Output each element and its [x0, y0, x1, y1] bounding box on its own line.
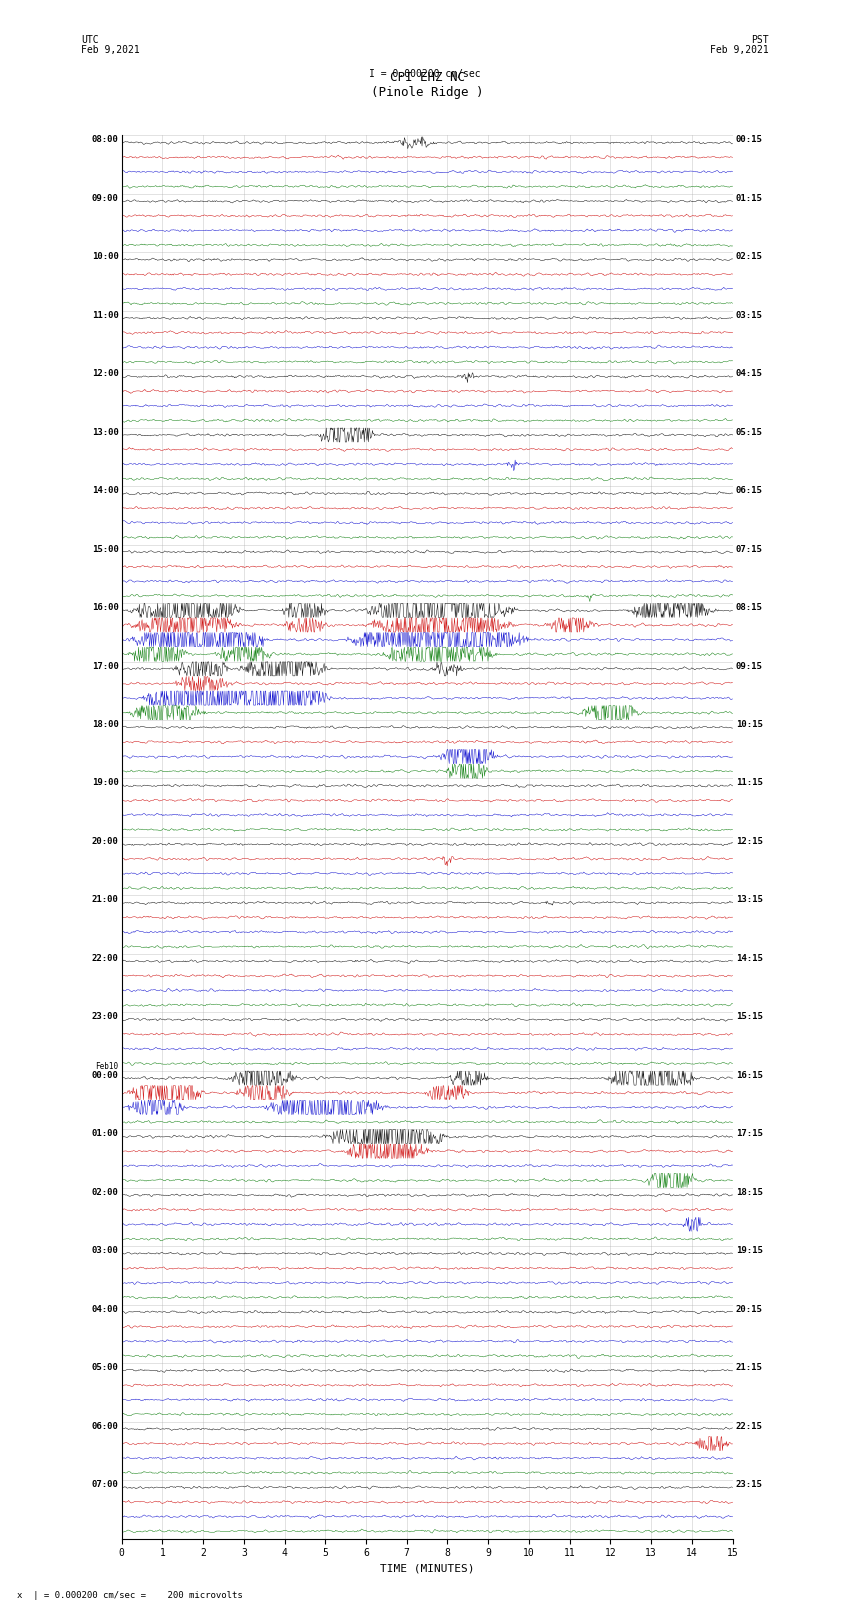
- Text: 20:15: 20:15: [735, 1305, 762, 1313]
- Text: 08:00: 08:00: [92, 135, 119, 144]
- Text: 15:00: 15:00: [92, 545, 119, 553]
- Text: 10:15: 10:15: [735, 719, 762, 729]
- Title: CPI EHZ NC
(Pinole Ridge ): CPI EHZ NC (Pinole Ridge ): [371, 71, 484, 100]
- Text: Feb 9,2021: Feb 9,2021: [711, 45, 769, 55]
- Text: 05:00: 05:00: [92, 1363, 119, 1373]
- Text: 11:00: 11:00: [92, 311, 119, 319]
- Text: 03:15: 03:15: [735, 311, 762, 319]
- Text: 02:15: 02:15: [735, 252, 762, 261]
- Text: 09:00: 09:00: [92, 194, 119, 203]
- Text: UTC: UTC: [81, 35, 99, 45]
- Text: x  | = 0.000200 cm/sec =    200 microvolts: x | = 0.000200 cm/sec = 200 microvolts: [17, 1590, 243, 1600]
- Text: 04:15: 04:15: [735, 369, 762, 377]
- Text: 06:15: 06:15: [735, 486, 762, 495]
- Text: 10:00: 10:00: [92, 252, 119, 261]
- Text: 00:15: 00:15: [735, 135, 762, 144]
- Text: I = 0.000200 cm/sec: I = 0.000200 cm/sec: [369, 69, 481, 79]
- Text: 09:15: 09:15: [735, 661, 762, 671]
- Text: 07:15: 07:15: [735, 545, 762, 553]
- Text: 18:00: 18:00: [92, 719, 119, 729]
- Text: 17:00: 17:00: [92, 661, 119, 671]
- Text: 17:15: 17:15: [735, 1129, 762, 1139]
- Text: 14:00: 14:00: [92, 486, 119, 495]
- Text: 16:15: 16:15: [735, 1071, 762, 1079]
- Text: 19:15: 19:15: [735, 1247, 762, 1255]
- Text: 08:15: 08:15: [735, 603, 762, 611]
- Text: 04:00: 04:00: [92, 1305, 119, 1313]
- Text: 14:15: 14:15: [735, 953, 762, 963]
- Text: 16:00: 16:00: [92, 603, 119, 611]
- Text: 13:00: 13:00: [92, 427, 119, 437]
- Text: 20:00: 20:00: [92, 837, 119, 845]
- Text: 07:00: 07:00: [92, 1481, 119, 1489]
- Text: PST: PST: [751, 35, 769, 45]
- Text: 05:15: 05:15: [735, 427, 762, 437]
- Text: 22:00: 22:00: [92, 953, 119, 963]
- Text: 13:15: 13:15: [735, 895, 762, 905]
- X-axis label: TIME (MINUTES): TIME (MINUTES): [380, 1565, 474, 1574]
- Text: 23:00: 23:00: [92, 1013, 119, 1021]
- Text: 15:15: 15:15: [735, 1013, 762, 1021]
- Text: Feb 9,2021: Feb 9,2021: [81, 45, 139, 55]
- Text: 21:15: 21:15: [735, 1363, 762, 1373]
- Text: 02:00: 02:00: [92, 1187, 119, 1197]
- Text: 19:00: 19:00: [92, 779, 119, 787]
- Text: 01:15: 01:15: [735, 194, 762, 203]
- Text: 01:00: 01:00: [92, 1129, 119, 1139]
- Text: 23:15: 23:15: [735, 1481, 762, 1489]
- Text: 00:00: 00:00: [92, 1071, 119, 1079]
- Text: 06:00: 06:00: [92, 1421, 119, 1431]
- Text: 12:15: 12:15: [735, 837, 762, 845]
- Text: 11:15: 11:15: [735, 779, 762, 787]
- Text: 18:15: 18:15: [735, 1187, 762, 1197]
- Text: 03:00: 03:00: [92, 1247, 119, 1255]
- Text: Feb10: Feb10: [95, 1061, 119, 1071]
- Text: 12:00: 12:00: [92, 369, 119, 377]
- Text: 21:00: 21:00: [92, 895, 119, 905]
- Text: 22:15: 22:15: [735, 1421, 762, 1431]
